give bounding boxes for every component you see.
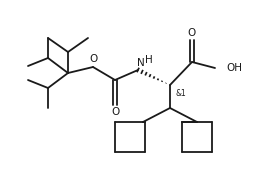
Text: O: O bbox=[188, 28, 196, 38]
Text: OH: OH bbox=[226, 63, 242, 73]
Text: O: O bbox=[111, 107, 119, 117]
Text: &1: &1 bbox=[176, 89, 187, 98]
Text: N: N bbox=[137, 58, 145, 68]
Text: H: H bbox=[145, 55, 153, 65]
Text: O: O bbox=[89, 54, 97, 64]
